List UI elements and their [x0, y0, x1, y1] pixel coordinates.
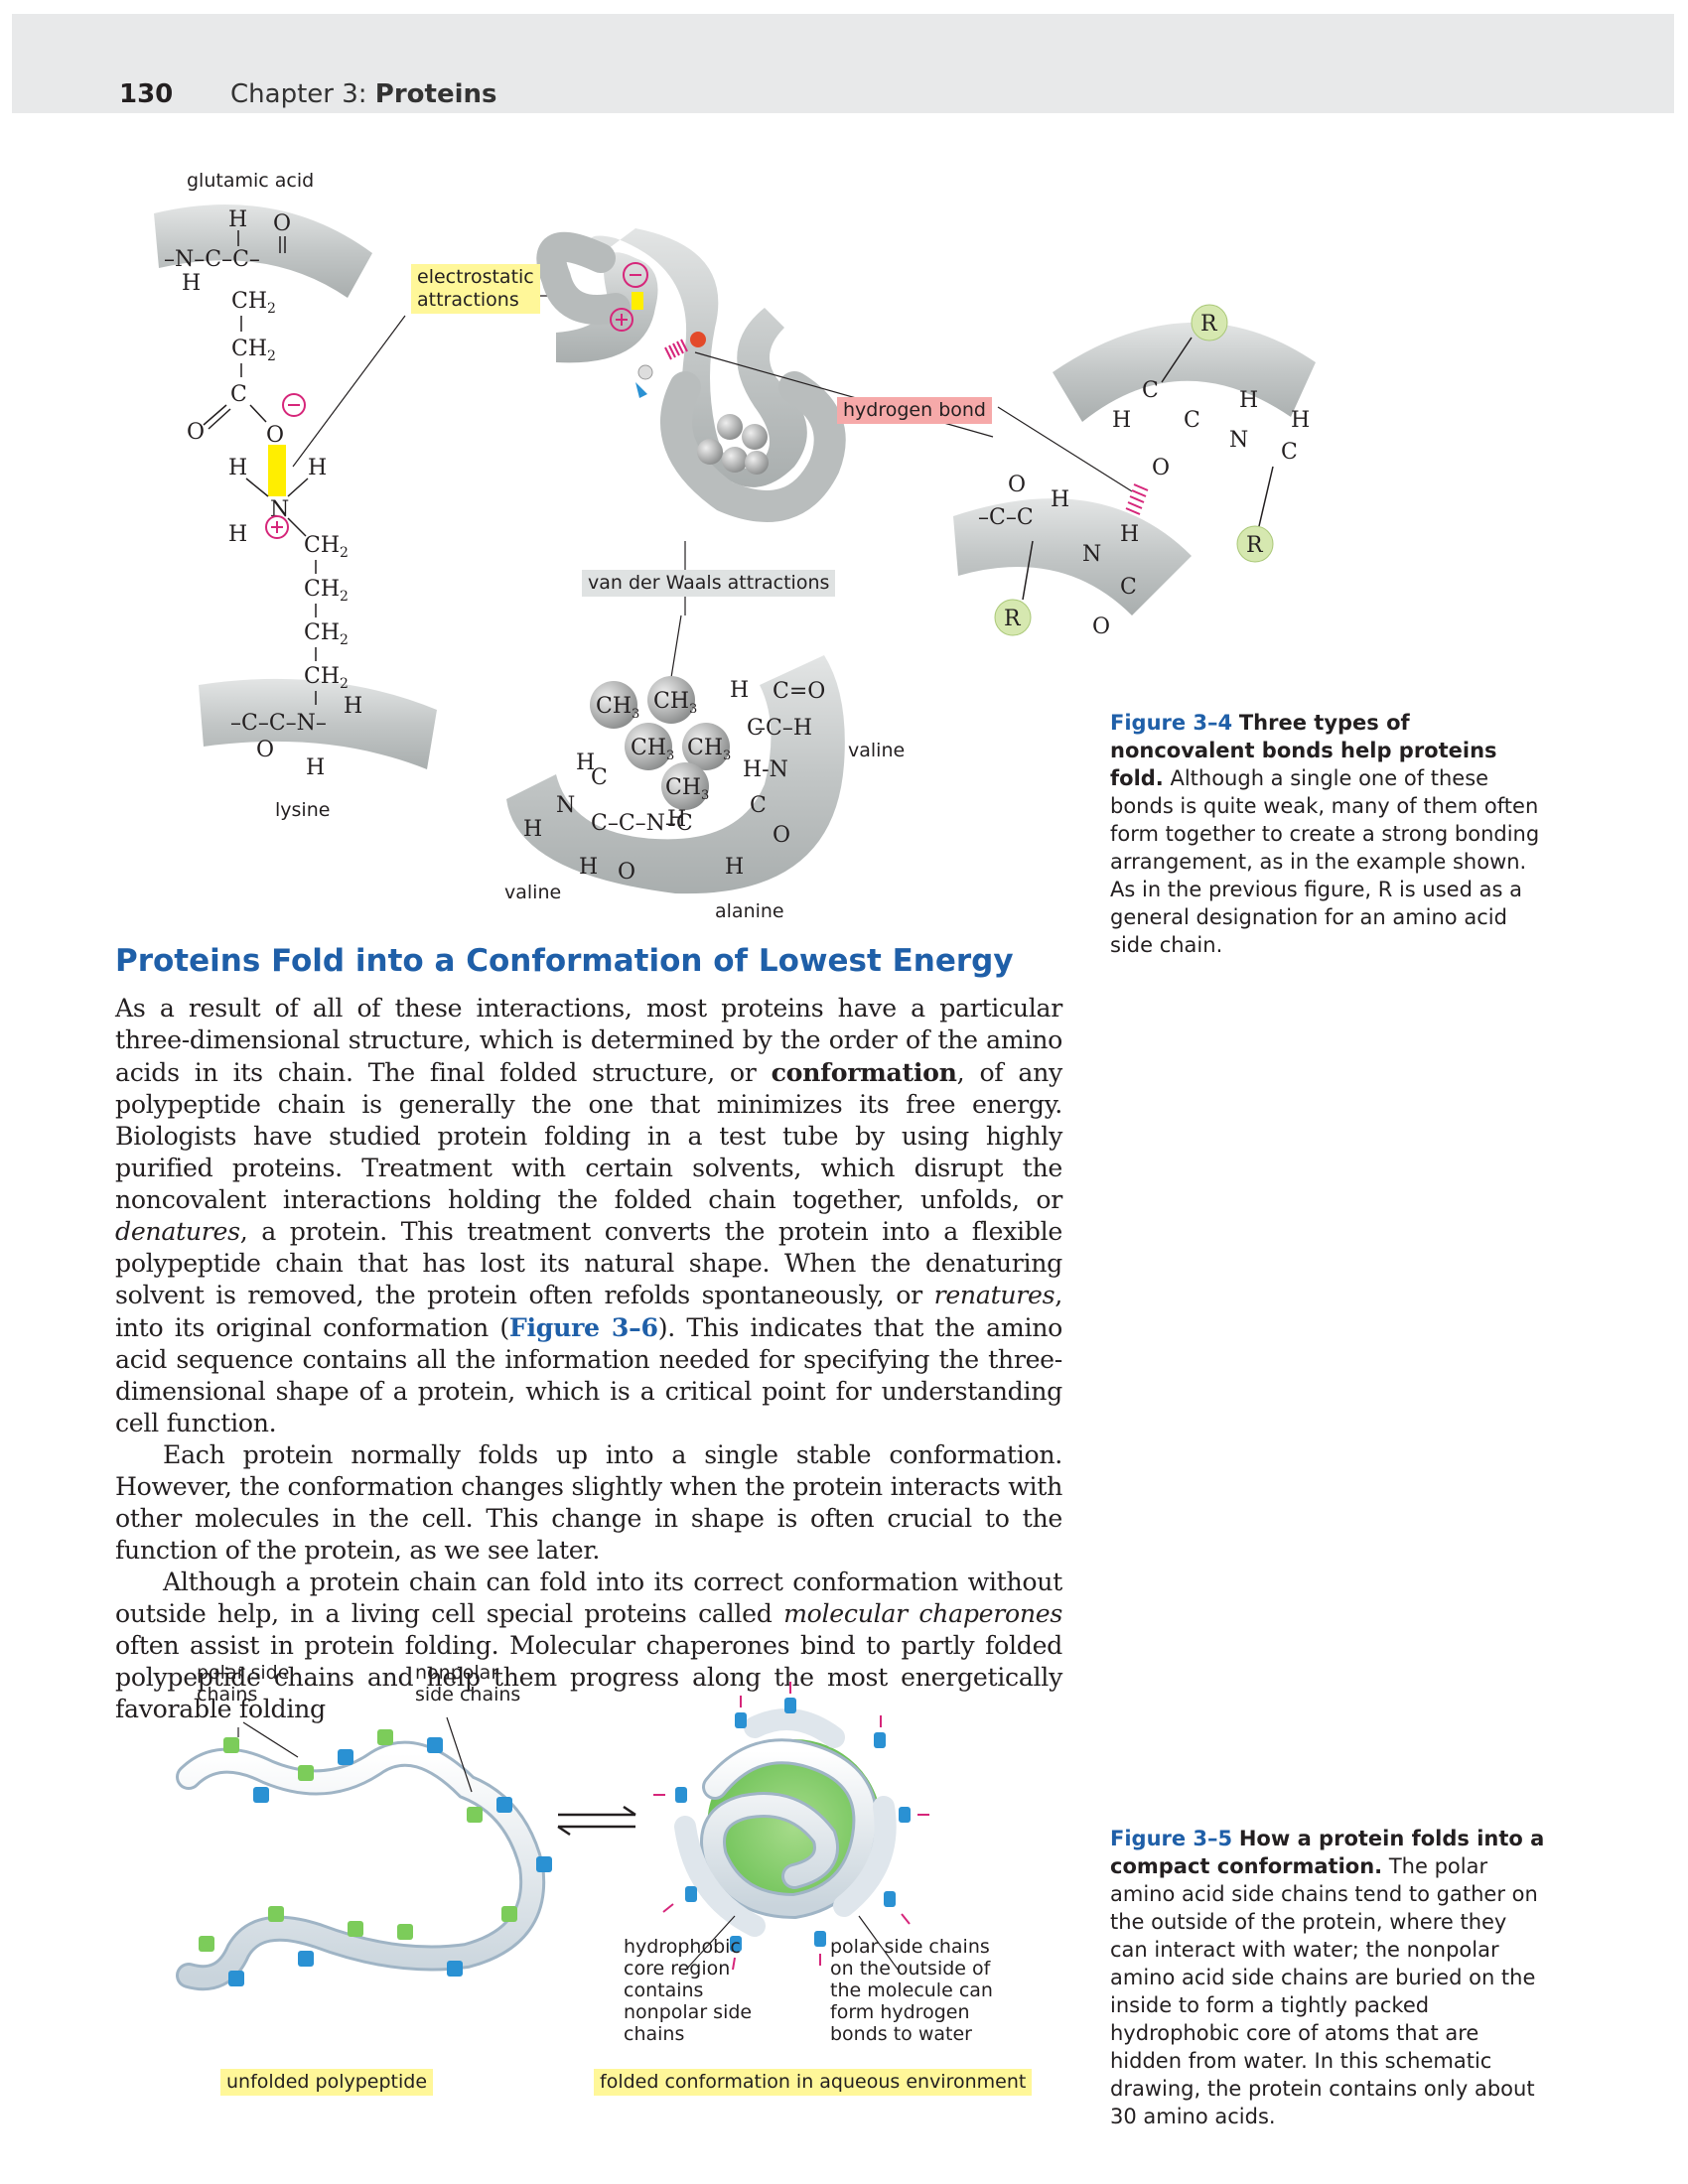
svg-text:O: O — [773, 823, 790, 848]
svg-text:N: N — [556, 793, 575, 818]
paragraph-3: Although a protein chain can fold into i… — [115, 1568, 1063, 1723]
svg-text:C: C — [747, 716, 764, 741]
svg-text:CH2: CH2 — [304, 533, 349, 561]
svg-text:CH2: CH2 — [231, 337, 276, 364]
svg-text:H: H — [1239, 388, 1258, 413]
body-text: As a result of all of these interactions… — [115, 993, 1062, 1725]
svg-text:R: R — [1200, 312, 1218, 337]
lysine-label: lysine — [275, 799, 330, 821]
svg-text:–C–C–N–: –C–C–N– — [230, 711, 327, 736]
svg-text:H: H — [228, 456, 247, 480]
svg-text:O: O — [187, 420, 205, 445]
electrostatic-label: electrostatic attractions — [411, 264, 540, 314]
figure-3-5-caption: Figure 3–5 How a protein folds into a co… — [1110, 1827, 1545, 2128]
svg-text:R: R — [1004, 607, 1022, 631]
alanine-label: alanine — [715, 900, 784, 922]
polar-outside-label: polar side chains on the outside of the … — [830, 1936, 993, 2045]
svg-text:H: H — [730, 678, 749, 703]
svg-text:H: H — [1051, 487, 1069, 512]
svg-text:H: H — [228, 207, 247, 232]
svg-text:H-N: H-N — [743, 757, 788, 782]
svg-text:H: H — [306, 755, 325, 780]
hbond-upper-band — [1053, 322, 1316, 422]
paragraph-1: As a result of all of these interactions… — [115, 994, 1063, 1437]
svg-text:C: C — [1142, 378, 1159, 403]
svg-text:–C–C: –C–C — [978, 505, 1034, 530]
svg-text:O: O — [1152, 456, 1170, 480]
svg-text:H: H — [1112, 408, 1131, 433]
svg-text:C=O: C=O — [773, 679, 825, 704]
electrostatic-pointer-1 — [292, 315, 406, 468]
svg-text:C: C — [1281, 440, 1298, 465]
svg-text:H: H — [725, 855, 744, 880]
svg-text:H: H — [523, 817, 542, 842]
figure-3-4-caption: Figure 3–4 Three types of noncovalent bo… — [1110, 711, 1540, 957]
figure-3-5-illustration — [176, 1682, 929, 1991]
paragraph-2: Each protein normally folds up into a si… — [115, 1440, 1062, 1565]
nonpolar-side-chains-label: nonpolar side chains — [415, 1662, 521, 1706]
svg-text:O: O — [273, 211, 291, 236]
svg-text:C: C — [750, 793, 767, 818]
polar-side-chains-label: polar side chains — [197, 1662, 290, 1706]
page-header: 130 Chapter 3: Proteins — [12, 14, 1674, 113]
svg-text:CH2: CH2 — [304, 577, 349, 605]
svg-text:–C–H: –C–H — [755, 716, 812, 741]
hbond-structure: R C H C H H N C O R H O H –C–C N C O R — [978, 304, 1310, 639]
svg-text:H: H — [308, 456, 327, 480]
chapter-title: Chapter 3: Proteins — [230, 79, 497, 109]
valine-alanine-band — [506, 655, 845, 894]
methyl-groups: CH3 CH3 CH3 CH3 CH3 H C=O –C–H C H-N H C… — [523, 676, 825, 885]
svg-text:O: O — [256, 738, 274, 762]
glutamic-acid-label: glutamic acid — [187, 170, 314, 192]
van-der-waals-label: van der Waals attractions — [582, 570, 836, 597]
unfolded-chain — [179, 1743, 543, 1988]
svg-text:R: R — [1246, 533, 1264, 558]
svg-text:O: O — [266, 423, 284, 448]
section-title: Proteins Fold into a Conformation of Low… — [115, 943, 1014, 979]
page-number: 130 — [119, 79, 174, 109]
svg-text:C: C — [591, 765, 608, 790]
valine-left-label: valine — [504, 882, 561, 903]
svg-text:C: C — [1120, 575, 1137, 600]
svg-text:N: N — [270, 497, 289, 522]
lysine-backbone-band — [199, 678, 437, 769]
figure-3-4-illustration: H O –N–C–C– H CH2 CH2 C O O H H N H CH2 … — [154, 170, 1316, 922]
svg-text:H: H — [1120, 522, 1139, 547]
svg-text:C–C–N–C: C–C–N–C — [591, 811, 693, 836]
svg-text:C: C — [1184, 408, 1200, 433]
hbond-pointer-right — [997, 406, 1133, 492]
svg-text:H: H — [344, 694, 362, 719]
equilibrium-arrows — [557, 1805, 636, 1837]
svg-text:H: H — [228, 522, 247, 547]
svg-text:N: N — [1229, 428, 1248, 453]
folded-tube-center — [536, 228, 846, 522]
svg-text:N: N — [1082, 542, 1101, 567]
glutamic-backbone-band — [154, 205, 372, 298]
figure-3-6-link[interactable]: Figure 3–6 — [508, 1312, 658, 1342]
svg-text:H: H — [579, 855, 598, 880]
svg-text:CH2: CH2 — [304, 620, 349, 648]
folded-protein — [653, 1682, 929, 1971]
hydrophobic-core-label: hydrophobic core region contains nonpola… — [624, 1936, 753, 2045]
svg-text:H: H — [1291, 408, 1310, 433]
folded-conformation-tag: folded conformation in aqueous environme… — [594, 2069, 1033, 2096]
svg-text:H: H — [576, 751, 595, 775]
unfolded-polypeptide-tag: unfolded polypeptide — [220, 2069, 434, 2096]
svg-text:O: O — [1008, 473, 1026, 497]
svg-text:H: H — [667, 807, 686, 832]
svg-text:CH2: CH2 — [304, 664, 349, 692]
hydrogen-bond-label: hydrogen bond — [837, 397, 992, 424]
side-chains-unfolded — [199, 1729, 552, 1986]
svg-text:H: H — [182, 271, 201, 296]
svg-text:O: O — [1092, 614, 1110, 639]
hbond-lower-band — [953, 498, 1192, 615]
svg-text:C: C — [230, 382, 247, 407]
svg-text:O: O — [618, 860, 635, 885]
svg-text:CH2: CH2 — [231, 289, 276, 317]
valine-right-label: valine — [848, 740, 905, 761]
svg-text:–N–C–C–: –N–C–C– — [164, 247, 260, 272]
